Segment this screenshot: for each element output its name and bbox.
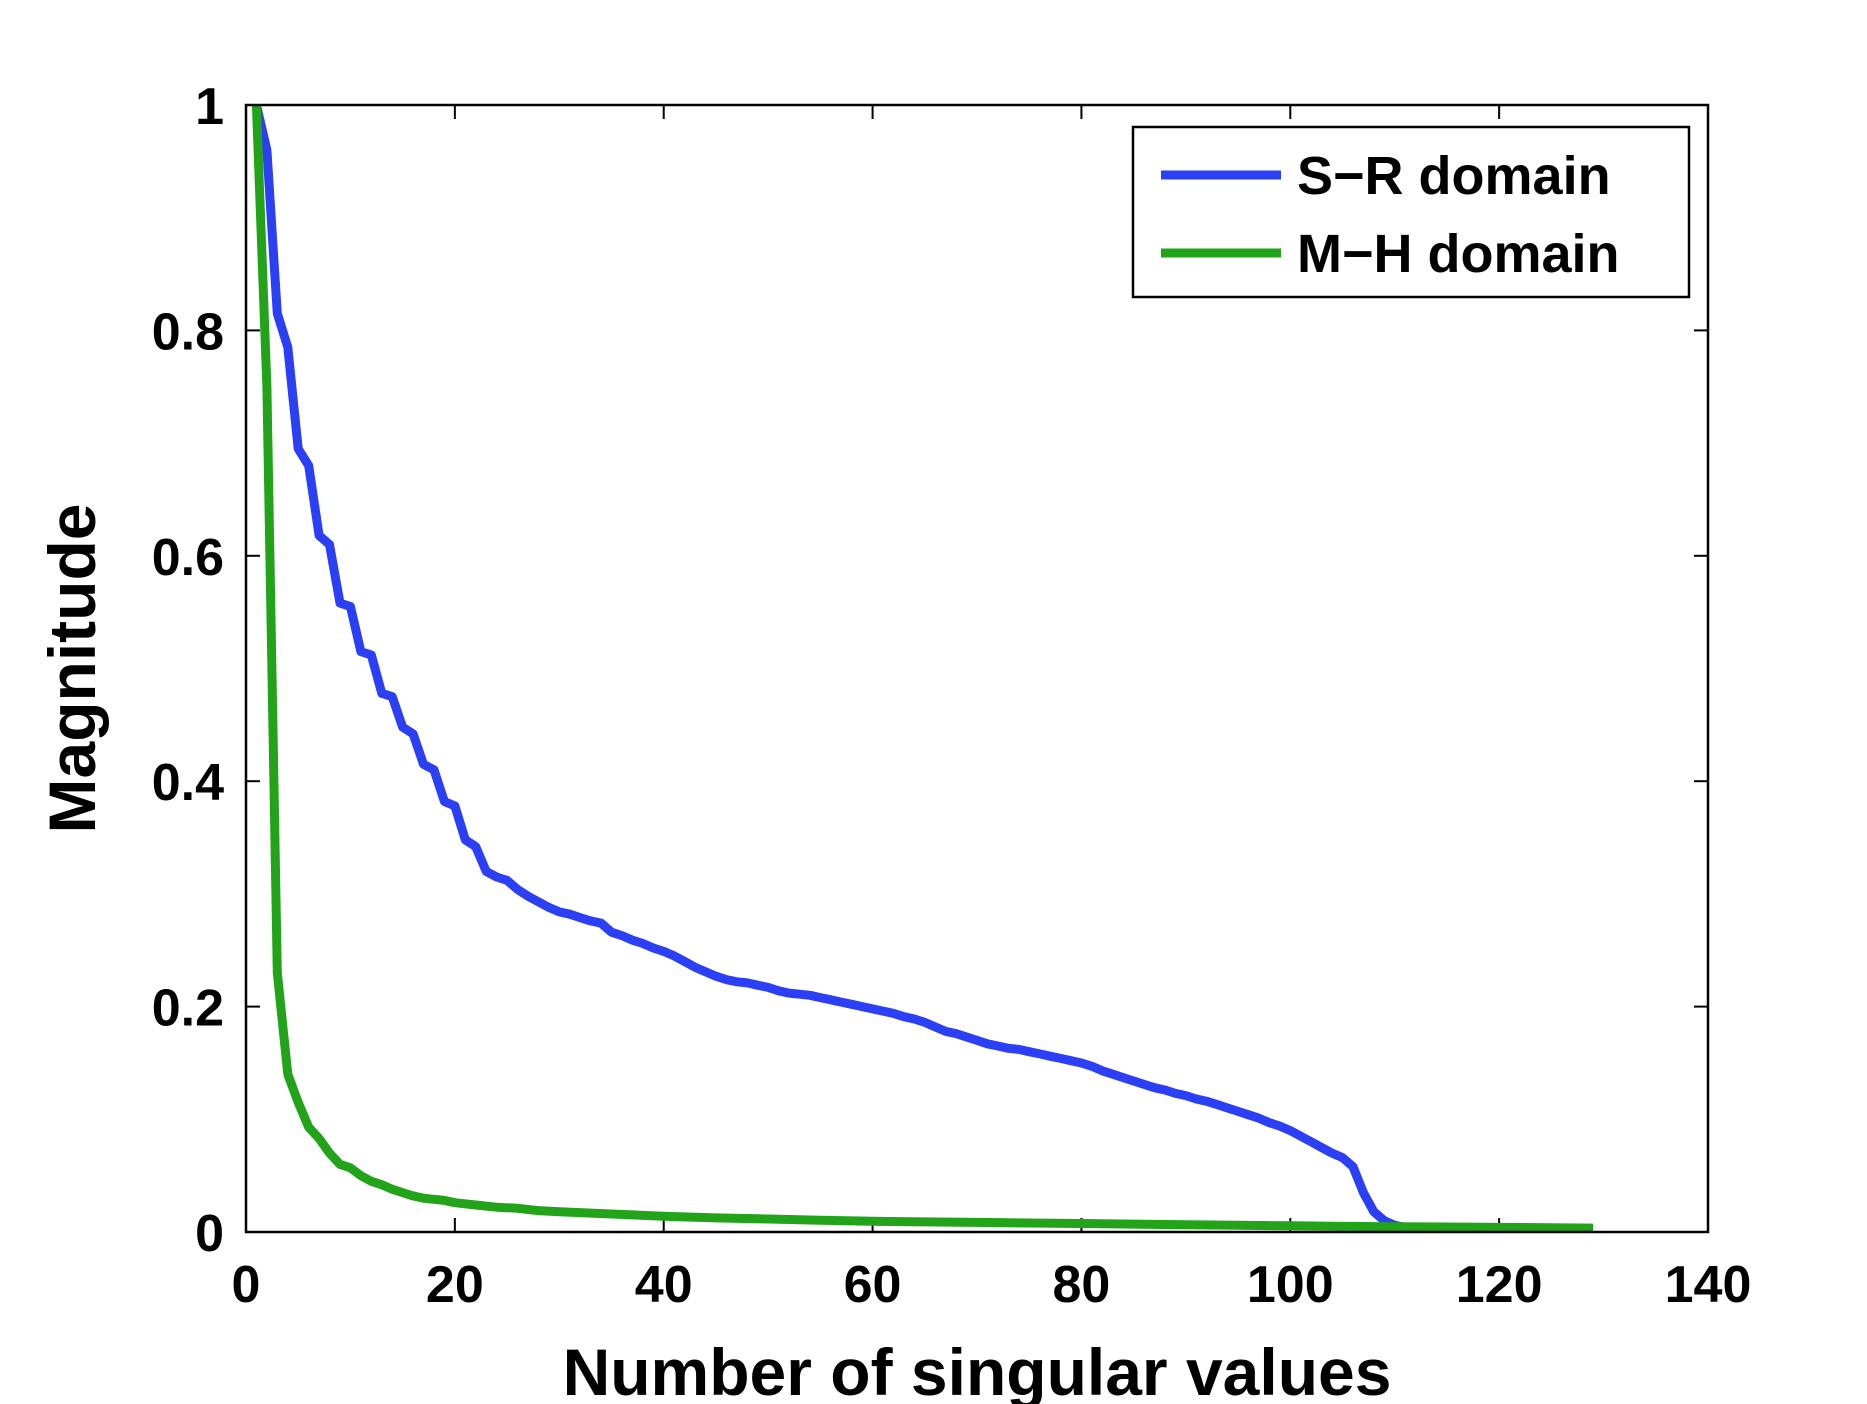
y-tick-label: 0: [195, 1205, 224, 1263]
legend-label-0: S−R domain: [1297, 146, 1611, 206]
x-tick-label: 120: [1456, 1256, 1543, 1314]
y-axis-title: Magnitude: [35, 504, 109, 834]
x-tick-label: 20: [426, 1256, 484, 1314]
legend-label-1: M−H domain: [1297, 224, 1620, 284]
x-tick-label: 100: [1247, 1256, 1334, 1314]
y-tick-label: 1: [195, 78, 224, 136]
series-line-0: [252, 103, 1416, 1232]
x-tick-label: 40: [635, 1256, 693, 1314]
y-tick-label: 0.6: [152, 529, 224, 587]
y-tick-label: 0.2: [152, 980, 224, 1038]
x-tick-label: 60: [844, 1256, 902, 1314]
legend-box: [1131, 125, 1691, 299]
series-line-1: [251, 104, 1594, 1233]
axes-box: [244, 103, 1710, 1234]
x-tick-label: 80: [1053, 1256, 1111, 1314]
y-tick-label: 0.8: [152, 303, 224, 361]
series-lines: [251, 103, 1594, 1233]
y-tick-label: 0.4: [152, 754, 224, 812]
x-axis-title: Number of singular values: [563, 1335, 1392, 1404]
x-tick-label: 0: [232, 1256, 261, 1314]
axis-ticks: 0 20 40 60 80 100 120 140 0 0.2 0.4 0.6 0.8 1: [152, 78, 1752, 1314]
axes-frame: [244, 103, 1710, 1234]
legend: S−R domain M−H domain: [1131, 125, 1691, 299]
x-tick-label: 140: [1665, 1256, 1752, 1314]
